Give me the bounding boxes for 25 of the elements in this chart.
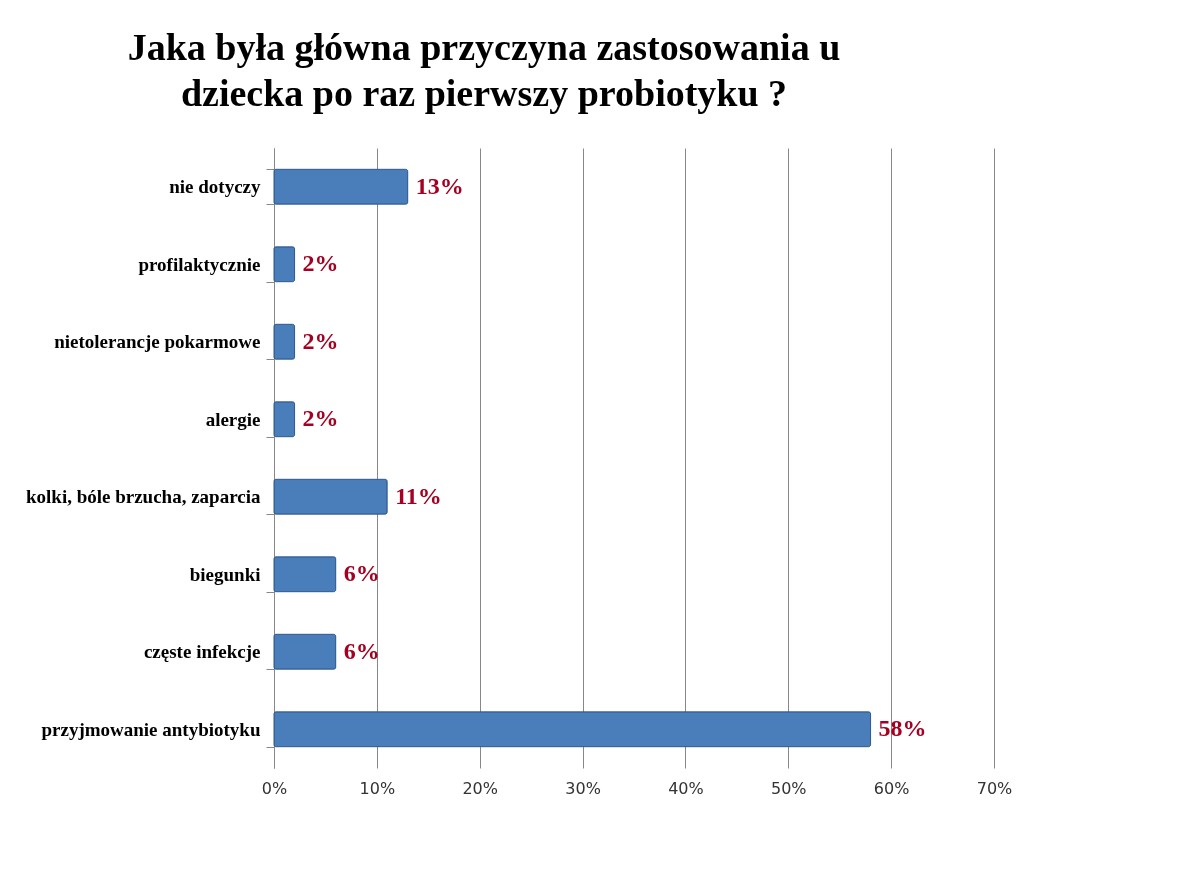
- x-tick-label: 70%: [976, 778, 1013, 798]
- y-tick-label: kolki, bóle brzucha, zaparcia: [25, 486, 261, 508]
- y-tick-label: częste infekcje: [143, 641, 261, 663]
- data-label: 6%: [343, 637, 380, 664]
- x-tick-label: 30%: [565, 778, 601, 798]
- x-tick-label: 50%: [771, 778, 807, 798]
- data-label: 11%: [395, 482, 442, 509]
- y-tick-label: alergie: [205, 408, 261, 430]
- data-label: 58%: [878, 715, 927, 742]
- y-tick-label: biegunki: [189, 563, 261, 585]
- y-tick-label: profilaktycznie: [138, 253, 261, 275]
- chart-title: Jaka była główna przyczyna zastosowania u dziecka po raz pierwszy probiotyku ?: [127, 26, 841, 114]
- y-tick-label: nie dotyczy: [169, 176, 261, 198]
- data-label: 6%: [343, 560, 380, 587]
- x-tick-label: 60%: [873, 778, 910, 798]
- x-tick-label: 10%: [359, 778, 396, 798]
- y-tick-label: nietolerancje pokarmowe: [54, 331, 261, 353]
- data-label: 13%: [415, 172, 464, 199]
- data-label: 2%: [302, 405, 339, 432]
- data-label: 2%: [302, 327, 339, 354]
- y-tick-label: przyjmowanie antybiotyku: [41, 718, 261, 740]
- x-tick-label: 0%: [261, 778, 288, 798]
- x-tick-label: 20%: [462, 778, 498, 798]
- data-label: 2%: [302, 250, 339, 277]
- x-tick-label: 40%: [668, 778, 704, 798]
